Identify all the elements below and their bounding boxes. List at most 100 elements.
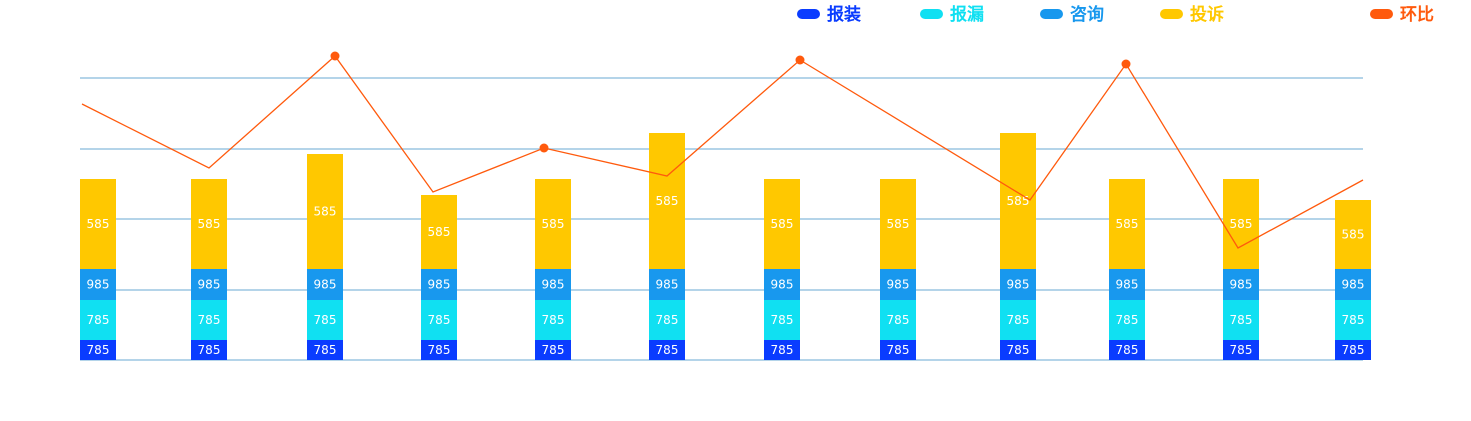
bar-咨询-9[interactable] — [1109, 269, 1145, 300]
bar-label-咨询-1: 985 — [198, 278, 221, 292]
bar-咨询-5[interactable] — [649, 269, 685, 300]
line-point-4[interactable] — [539, 143, 549, 153]
bar-投诉-2[interactable] — [307, 154, 343, 269]
bar-label-投诉-7: 585 — [887, 217, 910, 231]
bar-报装-1[interactable] — [191, 340, 227, 360]
bar-咨询-2[interactable] — [307, 269, 343, 300]
bar-报装-4[interactable] — [535, 340, 571, 360]
bar-label-报漏-10: 785 — [1230, 313, 1253, 327]
line-series — [81, 51, 1364, 249]
legend-item-报装[interactable]: 报装 — [797, 4, 861, 25]
bar-label-咨询-11: 985 — [1342, 278, 1365, 292]
legend-swatch-报漏 — [920, 9, 943, 19]
bar-label-咨询-9: 985 — [1116, 278, 1139, 292]
bar-报漏-6[interactable] — [764, 300, 800, 340]
legend-label-报漏: 报漏 — [950, 4, 984, 25]
bar-label-报装-9: 785 — [1116, 343, 1139, 357]
bar-报漏-3[interactable] — [421, 300, 457, 340]
bar-label-报漏-9: 785 — [1116, 313, 1139, 327]
bar-投诉-10[interactable] — [1223, 179, 1259, 269]
bar-报漏-11[interactable] — [1335, 300, 1371, 340]
bar-报漏-10[interactable] — [1223, 300, 1259, 340]
bar-报漏-0[interactable] — [80, 300, 116, 340]
bar-label-投诉-11: 585 — [1342, 228, 1365, 242]
bar-咨询-4[interactable] — [535, 269, 571, 300]
bar-label-咨询-4: 985 — [542, 278, 565, 292]
bar-报装-0[interactable] — [80, 340, 116, 360]
bar-咨询-6[interactable] — [764, 269, 800, 300]
bar-咨询-1[interactable] — [191, 269, 227, 300]
bar-label-报漏-4: 785 — [542, 313, 565, 327]
legend-label-环比: 环比 — [1400, 4, 1434, 25]
bar-label-报漏-6: 785 — [771, 313, 794, 327]
bar-报漏-4[interactable] — [535, 300, 571, 340]
bar-报漏-8[interactable] — [1000, 300, 1036, 340]
bar-label-报装-7: 785 — [887, 343, 910, 357]
bar-报漏-5[interactable] — [649, 300, 685, 340]
bar-咨询-3[interactable] — [421, 269, 457, 300]
bar-label-投诉-10: 585 — [1230, 217, 1253, 231]
bar-label-报漏-3: 785 — [428, 313, 451, 327]
bar-label-投诉-1: 585 — [198, 217, 221, 231]
bar-投诉-0[interactable] — [80, 179, 116, 269]
bar-咨询-8[interactable] — [1000, 269, 1036, 300]
bar-label-投诉-4: 585 — [542, 217, 565, 231]
bar-label-报装-8: 785 — [1007, 343, 1030, 357]
bar-报装-8[interactable] — [1000, 340, 1036, 360]
bar-label-报漏-5: 785 — [656, 313, 679, 327]
bar-投诉-7[interactable] — [880, 179, 916, 269]
bar-label-报装-3: 785 — [428, 343, 451, 357]
bar-报装-11[interactable] — [1335, 340, 1371, 360]
bar-label-咨询-5: 985 — [656, 278, 679, 292]
bar-咨询-0[interactable] — [80, 269, 116, 300]
bar-报漏-1[interactable] — [191, 300, 227, 340]
bar-报装-3[interactable] — [421, 340, 457, 360]
line-point-9[interactable] — [1121, 59, 1131, 69]
bar-label-投诉-9: 585 — [1116, 217, 1139, 231]
bar-投诉-1[interactable] — [191, 179, 227, 269]
bar-label-报装-11: 785 — [1342, 343, 1365, 357]
bar-报漏-2[interactable] — [307, 300, 343, 340]
bar-投诉-8[interactable] — [1000, 133, 1036, 269]
bar-label-投诉-2: 585 — [314, 205, 337, 219]
bar-label-投诉-8: 585 — [1007, 194, 1030, 208]
legend-item-报漏[interactable]: 报漏 — [920, 4, 984, 25]
legend-label-咨询: 咨询 — [1070, 4, 1104, 25]
bar-报装-2[interactable] — [307, 340, 343, 360]
legend-item-咨询[interactable]: 咨询 — [1040, 4, 1104, 25]
bar-报装-7[interactable] — [880, 340, 916, 360]
bar-label-咨询-3: 985 — [428, 278, 451, 292]
bar-投诉-3[interactable] — [421, 195, 457, 269]
grid — [80, 77, 1363, 361]
bar-投诉-11[interactable] — [1335, 200, 1371, 269]
bar-咨询-11[interactable] — [1335, 269, 1371, 300]
bar-报装-9[interactable] — [1109, 340, 1145, 360]
bar-投诉-9[interactable] — [1109, 179, 1145, 269]
bar-报漏-9[interactable] — [1109, 300, 1145, 340]
bar-报装-6[interactable] — [764, 340, 800, 360]
bar-报漏-7[interactable] — [880, 300, 916, 340]
bar-报装-5[interactable] — [649, 340, 685, 360]
legend-swatch-报装 — [797, 9, 820, 19]
bar-label-报漏-0: 785 — [87, 313, 110, 327]
bar-报装-10[interactable] — [1223, 340, 1259, 360]
legend-swatch-投诉 — [1160, 9, 1183, 19]
bar-咨询-10[interactable] — [1223, 269, 1259, 300]
line-point-6[interactable] — [795, 55, 805, 65]
bar-投诉-5[interactable] — [649, 133, 685, 269]
bar-投诉-6[interactable] — [764, 179, 800, 269]
bar-label-咨询-8: 985 — [1007, 278, 1030, 292]
bar-label-报漏-7: 785 — [887, 313, 910, 327]
bar-label-咨询-10: 985 — [1230, 278, 1253, 292]
legend[interactable]: 报装 报漏 咨询 投诉 环比 — [797, 4, 1434, 25]
bar-label-报装-4: 785 — [542, 343, 565, 357]
bar-投诉-4[interactable] — [535, 179, 571, 269]
bar-咨询-7[interactable] — [880, 269, 916, 300]
legend-item-投诉[interactable]: 投诉 — [1160, 4, 1224, 25]
bar-label-报装-5: 785 — [656, 343, 679, 357]
line-point-2[interactable] — [330, 51, 340, 61]
legend-item-环比[interactable]: 环比 — [1370, 4, 1434, 25]
bar-label-报装-10: 785 — [1230, 343, 1253, 357]
